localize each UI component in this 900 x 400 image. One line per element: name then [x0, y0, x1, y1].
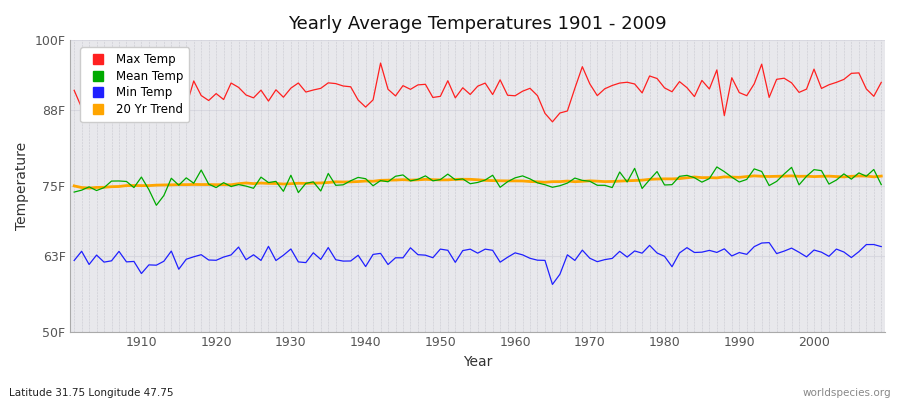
X-axis label: Year: Year: [463, 355, 492, 369]
Title: Yearly Average Temperatures 1901 - 2009: Yearly Average Temperatures 1901 - 2009: [288, 15, 667, 33]
Legend: Max Temp, Mean Temp, Min Temp, 20 Yr Trend: Max Temp, Mean Temp, Min Temp, 20 Yr Tre…: [80, 48, 189, 122]
Text: worldspecies.org: worldspecies.org: [803, 388, 891, 398]
Text: Latitude 31.75 Longitude 47.75: Latitude 31.75 Longitude 47.75: [9, 388, 174, 398]
Y-axis label: Temperature: Temperature: [15, 142, 29, 230]
